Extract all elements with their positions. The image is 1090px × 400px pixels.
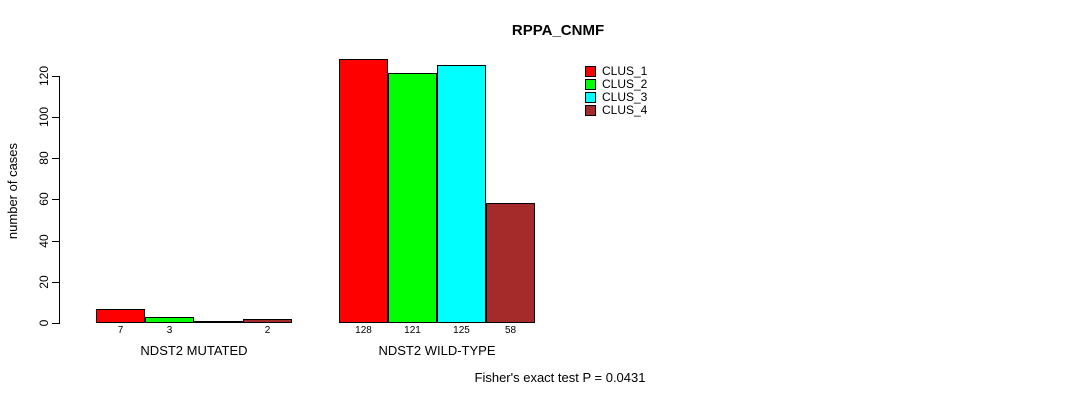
bar-clus-4-ndst2-wild-type bbox=[486, 203, 535, 323]
y-axis-tick bbox=[52, 241, 59, 242]
y-axis-tick-label: 100 bbox=[37, 106, 51, 128]
y-axis-tick bbox=[52, 76, 59, 77]
y-axis-tick-label: 40 bbox=[37, 234, 51, 248]
y-axis-tick bbox=[52, 199, 59, 200]
y-axis-tick-label: 60 bbox=[37, 192, 51, 206]
legend-swatch-clus-4 bbox=[585, 105, 596, 116]
legend-swatch-clus-3 bbox=[585, 92, 596, 103]
bar-clus-3-ndst2-mutated bbox=[194, 321, 243, 323]
bar-clus-3-ndst2-wild-type bbox=[437, 65, 486, 323]
bar-value-label: 7 bbox=[117, 325, 124, 336]
legend-item-clus-4: CLUS_4 bbox=[585, 103, 648, 117]
bar-value-label: 3 bbox=[166, 325, 173, 336]
bar-clus-1-ndst2-wild-type bbox=[339, 59, 388, 323]
y-axis-tick bbox=[52, 323, 59, 324]
category-label-ndst2-mutated: NDST2 MUTATED bbox=[140, 343, 248, 358]
legend-label: CLUS_4 bbox=[602, 103, 648, 117]
legend-label: CLUS_3 bbox=[602, 90, 648, 104]
bar-value-label: 128 bbox=[355, 325, 372, 336]
y-axis-tick bbox=[52, 158, 59, 159]
y-axis-title: number of cases bbox=[5, 142, 20, 240]
stat-caption: Fisher's exact test P = 0.0431 bbox=[474, 370, 646, 385]
bar-clus-2-ndst2-mutated bbox=[145, 317, 194, 323]
chart-title: RPPA_CNMF bbox=[511, 22, 605, 39]
bar-value-label: 2 bbox=[264, 325, 271, 336]
legend-swatch-clus-1 bbox=[585, 66, 596, 77]
bar-value-label: 125 bbox=[453, 325, 470, 336]
y-axis-line bbox=[59, 76, 60, 324]
bar-clus-4-ndst2-mutated bbox=[243, 319, 292, 323]
bar-value-label: 121 bbox=[404, 325, 421, 336]
legend-item-clus-1: CLUS_1 bbox=[585, 64, 648, 78]
legend-label: CLUS_1 bbox=[602, 64, 648, 78]
y-axis-tick bbox=[52, 117, 59, 118]
y-axis-tick-label: 0 bbox=[37, 319, 51, 327]
category-label-ndst2-wild-type: NDST2 WILD-TYPE bbox=[378, 343, 496, 358]
legend-swatch-clus-2 bbox=[585, 79, 596, 90]
bar-clus-2-ndst2-wild-type bbox=[388, 73, 437, 323]
y-axis-tick-label: 80 bbox=[37, 151, 51, 165]
bar-clus-1-ndst2-mutated bbox=[96, 309, 145, 323]
bar-value-label: 58 bbox=[504, 325, 517, 336]
legend-label: CLUS_2 bbox=[602, 77, 648, 91]
y-axis-tick-label: 120 bbox=[37, 65, 51, 87]
legend: CLUS_1 CLUS_2 CLUS_3 CLUS_4 bbox=[585, 64, 685, 121]
y-axis-tick-label: 20 bbox=[37, 275, 51, 289]
legend-item-clus-3: CLUS_3 bbox=[585, 90, 648, 104]
y-axis-tick bbox=[52, 282, 59, 283]
legend-item-clus-2: CLUS_2 bbox=[585, 77, 648, 91]
